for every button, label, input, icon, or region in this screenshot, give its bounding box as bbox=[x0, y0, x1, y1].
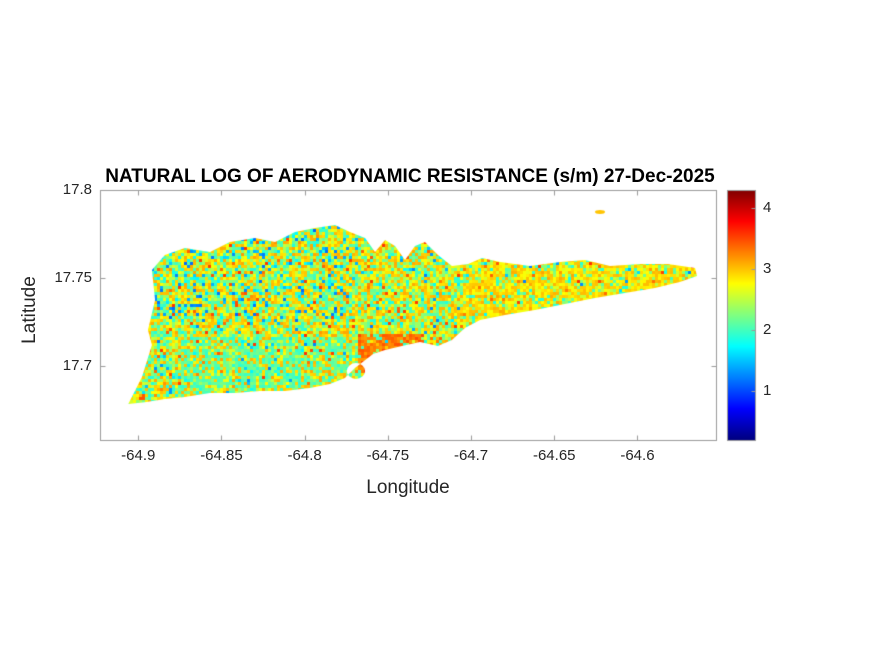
x-axis-label: Longitude bbox=[366, 477, 450, 498]
colorbar-tick-label: 3 bbox=[763, 260, 772, 278]
x-tick-label: -64.6 bbox=[620, 447, 655, 464]
x-tick-label: -64.8 bbox=[287, 447, 322, 464]
x-tick-label: -64.85 bbox=[200, 447, 243, 464]
x-tick-label: -64.75 bbox=[366, 447, 410, 464]
chart-title: NATURAL LOG OF AERODYNAMIC RESISTANCE (s… bbox=[105, 166, 715, 187]
y-tick-label: 17.7 bbox=[62, 357, 92, 375]
colorbar-tick-label: 4 bbox=[763, 199, 772, 217]
y-tick-label: 17.75 bbox=[54, 269, 92, 287]
colorbar-tick-label: 2 bbox=[763, 321, 772, 339]
colorbar-tick-label: 1 bbox=[763, 382, 772, 400]
y-axis-label: Latitude bbox=[19, 276, 40, 344]
x-tick-label: -64.7 bbox=[453, 447, 489, 464]
x-tick-label: -64.9 bbox=[121, 447, 156, 464]
y-tick-label: 17.8 bbox=[62, 181, 92, 198]
x-tick-label: -64.65 bbox=[532, 447, 576, 464]
